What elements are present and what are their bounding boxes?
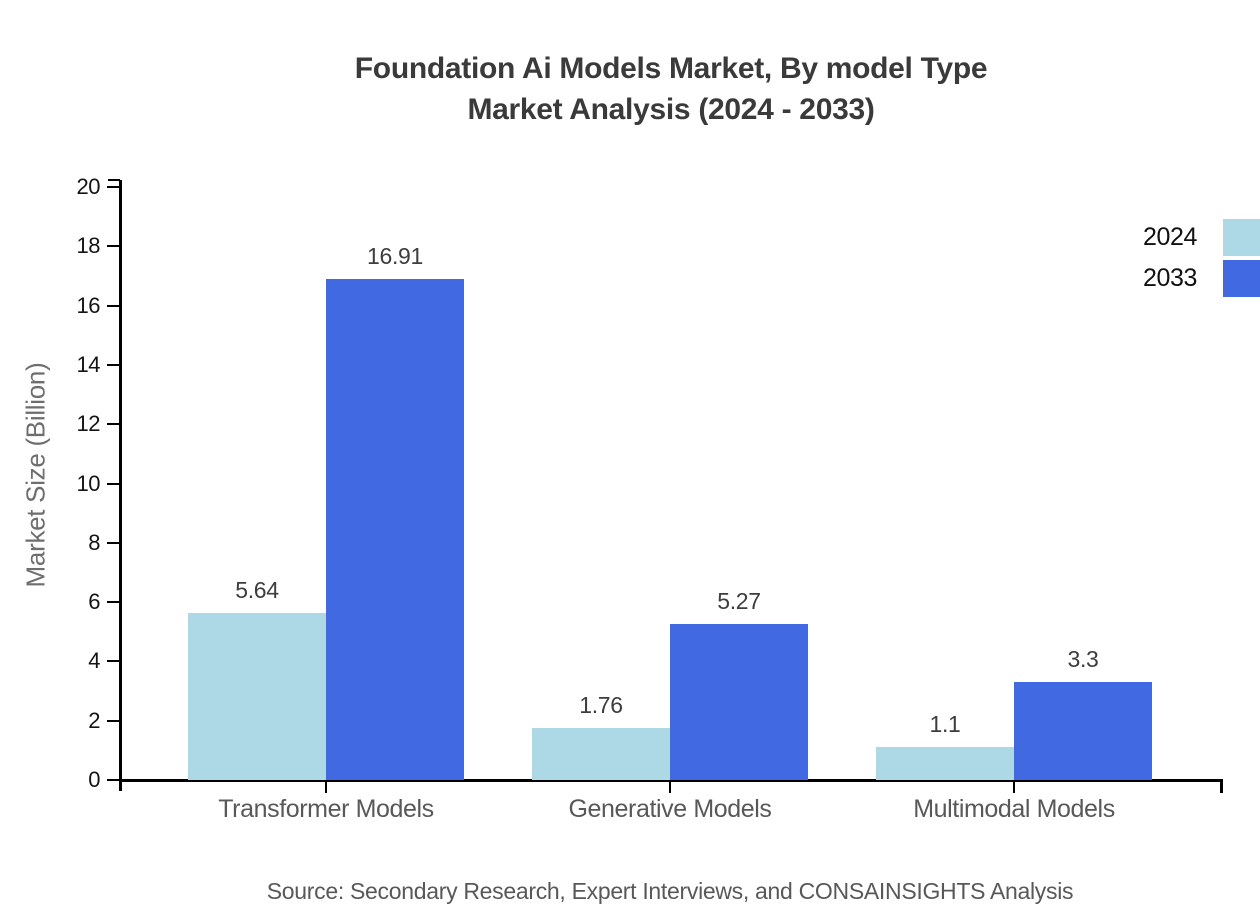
value-label-2024-transformer-models: 5.64 xyxy=(235,576,279,603)
bar-2024-generative-models xyxy=(532,727,670,780)
y-tick-label: 2 xyxy=(88,707,100,733)
chart-title: Foundation Ai Models Market, By model Ty… xyxy=(120,48,1222,130)
bar-2033-transformer-models xyxy=(326,278,464,780)
category-label-multimodal-models: Multimodal Models xyxy=(913,795,1115,823)
y-tick xyxy=(107,423,120,426)
y-tick-label: 0 xyxy=(88,767,100,792)
category-label-generative-models: Generative Models xyxy=(568,795,772,823)
x-tick xyxy=(1013,780,1015,793)
bar-2024-transformer-models xyxy=(188,612,326,780)
y-tick-label: 12 xyxy=(76,411,101,437)
legend-label-2024: 2024 xyxy=(1142,223,1197,251)
y-tick xyxy=(107,660,120,663)
value-label-2024-generative-models: 1.76 xyxy=(579,691,623,718)
y-tick xyxy=(107,363,120,366)
y-tick-label: 4 xyxy=(88,648,100,674)
y-tick xyxy=(107,482,120,485)
category-label-transformer-models: Transformer Models xyxy=(218,795,434,823)
value-label-2033-generative-models: 5.27 xyxy=(717,587,761,614)
bar-2033-generative-models xyxy=(670,623,808,780)
y-tick-label: 10 xyxy=(76,470,101,496)
source-note: Source: Secondary Research, Expert Inter… xyxy=(266,878,1074,904)
y-tick-label: 6 xyxy=(88,589,100,615)
y-tick-label: 16 xyxy=(76,292,101,318)
y-tick xyxy=(107,186,120,188)
y-tick xyxy=(107,719,120,722)
x-axis-line xyxy=(119,779,1223,782)
x-tick xyxy=(669,780,671,793)
y-tick-label: 18 xyxy=(76,233,101,259)
bar-2033-multimodal-models xyxy=(1014,682,1152,780)
x-tick xyxy=(325,780,327,793)
legend-swatch-2024 xyxy=(1223,219,1260,256)
y-axis-line xyxy=(119,180,122,791)
legend-swatch-2033 xyxy=(1223,260,1260,297)
y-tick-label: 20 xyxy=(76,174,101,199)
legend-label-2033: 2033 xyxy=(1142,264,1197,292)
y-tick xyxy=(107,245,120,248)
value-label-2033-multimodal-models: 3.3 xyxy=(1067,646,1099,673)
chart-title-line2: Market Analysis (2024 - 2033) xyxy=(467,93,875,126)
chart-title-line1: Foundation Ai Models Market, By model Ty… xyxy=(354,52,988,85)
bar-2024-multimodal-models xyxy=(876,747,1014,780)
y-tick xyxy=(107,779,120,781)
y-tick xyxy=(107,541,120,544)
y-axis-top-cap xyxy=(108,179,120,181)
value-label-2033-transformer-models: 16.91 xyxy=(366,242,424,269)
y-tick xyxy=(107,601,120,604)
y-tick-label: 14 xyxy=(76,351,101,377)
y-tick xyxy=(107,304,120,307)
y-tick-label: 8 xyxy=(88,529,100,555)
x-axis-right-cap xyxy=(1220,779,1223,793)
value-label-2024-multimodal-models: 1.1 xyxy=(929,711,961,738)
